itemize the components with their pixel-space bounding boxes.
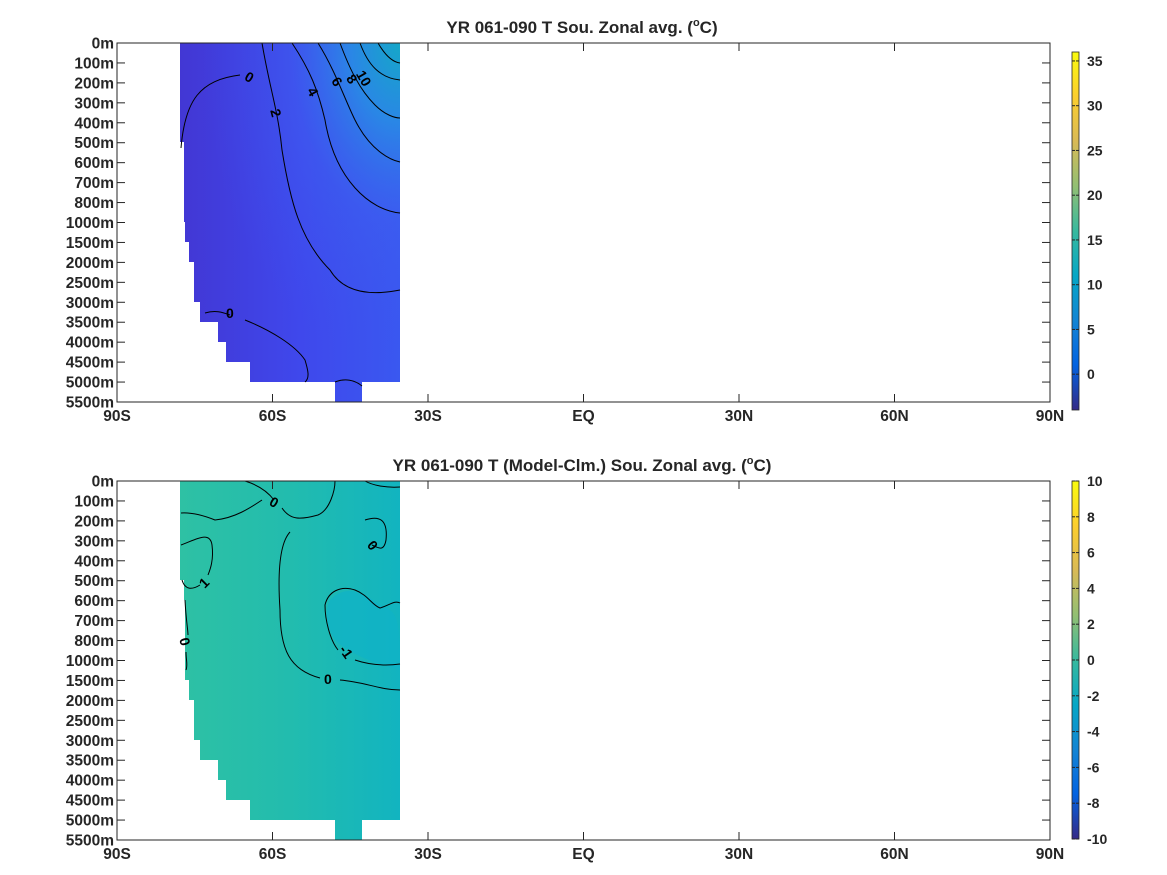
y-tick-label: 5000m xyxy=(66,375,114,392)
x-tick-label: 30S xyxy=(414,408,442,425)
contour-label: 2 xyxy=(267,107,285,119)
y-tick-label: 2500m xyxy=(66,275,114,292)
y-tick-label: 100m xyxy=(74,493,114,510)
y-tick-label: 300m xyxy=(74,95,114,112)
colorbar-tick-label: 10 xyxy=(1087,277,1103,293)
top-x-ticks: 90S 60S 30S EQ 30N 60N 90N xyxy=(103,43,1064,425)
top-colorbar-bar xyxy=(1071,51,1080,411)
colorbar-tick-label: -2 xyxy=(1087,688,1100,704)
y-tick-label: 800m xyxy=(74,633,114,650)
y-tick-label: 700m xyxy=(74,613,114,630)
top-colorbar: 35 30 25 20 15 10 5 0 xyxy=(1071,51,1103,411)
bottom-colorbar: 10 8 6 4 2 0 -2 -4 -6 -8 -10 xyxy=(1071,473,1107,847)
contour-label: 10 xyxy=(353,68,375,90)
colorbar-tick-label: -6 xyxy=(1087,759,1100,775)
y-tick-label: 4500m xyxy=(66,355,114,372)
x-tick-label: EQ xyxy=(572,846,594,863)
y-tick-label: 600m xyxy=(74,593,114,610)
colorbar-tick-label: 35 xyxy=(1087,53,1103,69)
x-tick-label: EQ xyxy=(572,408,594,425)
colorbar-tick-label: 15 xyxy=(1087,232,1103,248)
top-contours xyxy=(180,42,401,387)
x-tick-label: 90N xyxy=(1036,408,1064,425)
bottom-data-field xyxy=(180,481,400,840)
y-tick-label: 400m xyxy=(74,115,114,132)
contour-label: 0 xyxy=(226,305,234,321)
x-tick-label: 90S xyxy=(103,408,131,425)
top-title: YR 061-090 T Sou. Zonal avg. (oC) xyxy=(446,17,717,37)
y-tick-label: 700m xyxy=(74,175,114,192)
colorbar-tick-label: -4 xyxy=(1087,724,1100,740)
y-tick-label: 4500m xyxy=(66,793,114,810)
colorbar-tick-label: 4 xyxy=(1087,580,1095,596)
y-tick-label: 5500m xyxy=(66,833,114,850)
y-tick-label: 1500m xyxy=(66,235,114,252)
y-tick-label: 3500m xyxy=(66,753,114,770)
colorbar-tick-label: -10 xyxy=(1087,831,1107,847)
y-tick-label: 1500m xyxy=(66,673,114,690)
colorbar-tick-label: -8 xyxy=(1087,795,1100,811)
top-panel: YR 061-090 T Sou. Zonal avg. (oC) 0 10 8… xyxy=(66,17,1103,425)
colorbar-tick-label: 30 xyxy=(1087,98,1103,114)
colorbar-tick-label: 8 xyxy=(1087,509,1095,525)
bottom-title: YR 061-090 T (Model-Clm.) Sou. Zonal avg… xyxy=(393,455,772,475)
x-tick-label: 30S xyxy=(414,846,442,863)
y-tick-label: 2000m xyxy=(66,255,114,272)
colorbar-tick-label: 2 xyxy=(1087,616,1095,632)
y-tick-label: 100m xyxy=(74,55,114,72)
y-tick-label: 500m xyxy=(74,573,114,590)
y-tick-label: 3000m xyxy=(66,733,114,750)
y-tick-label: 1000m xyxy=(66,215,114,232)
y-tick-label: 4000m xyxy=(66,773,114,790)
x-tick-label: 60S xyxy=(259,846,287,863)
y-tick-label: 2000m xyxy=(66,693,114,710)
x-tick-label: 60N xyxy=(880,846,908,863)
y-tick-label: 4000m xyxy=(66,335,114,352)
top-colorbar-ticks: 35 30 25 20 15 10 5 0 xyxy=(1072,53,1103,382)
y-tick-label: 3000m xyxy=(66,295,114,312)
y-tick-label: 500m xyxy=(74,135,114,152)
bottom-contours xyxy=(180,480,401,691)
y-tick-label: 200m xyxy=(74,513,114,530)
y-tick-label: 0m xyxy=(92,474,114,491)
bottom-colorbar-ticks: 10 8 6 4 2 0 -2 -4 -6 -8 -10 xyxy=(1072,473,1107,847)
x-tick-label: 60N xyxy=(880,408,908,425)
y-tick-label: 0m xyxy=(92,36,114,53)
top-y-ticks: 0m 100m 200m 300m 400m 500m 600m 700m 800m 1000m 1… xyxy=(66,36,1050,412)
y-tick-label: 3500m xyxy=(66,315,114,332)
top-data-field xyxy=(180,43,400,402)
bottom-panel: YR 061-090 T (Model-Clm.) Sou. Zonal avg… xyxy=(66,455,1108,863)
colorbar-tick-label: 5 xyxy=(1087,321,1095,337)
y-tick-label: 200m xyxy=(74,75,114,92)
x-tick-label: 30N xyxy=(725,846,753,863)
y-tick-label: 5500m xyxy=(66,395,114,412)
bottom-y-ticks: 0m 100m 200m 300m 400m 500m 600m 700m 800m 1000m 1… xyxy=(66,474,1050,850)
colorbar-tick-label: 0 xyxy=(1087,366,1095,382)
y-tick-label: 5000m xyxy=(66,813,114,830)
x-tick-label: 90S xyxy=(103,846,131,863)
contour-label: 0 xyxy=(324,671,332,687)
y-tick-label: 800m xyxy=(74,195,114,212)
y-tick-label: 400m xyxy=(74,553,114,570)
x-tick-label: 90N xyxy=(1036,846,1064,863)
colorbar-tick-label: 20 xyxy=(1087,187,1103,203)
colorbar-tick-label: 10 xyxy=(1087,473,1103,489)
y-tick-label: 1000m xyxy=(66,653,114,670)
y-tick-label: 2500m xyxy=(66,713,114,730)
colorbar-tick-label: 25 xyxy=(1087,142,1103,158)
contour-label: 0 xyxy=(176,636,194,648)
colorbar-tick-label: 0 xyxy=(1087,652,1095,668)
x-tick-label: 30N xyxy=(725,408,753,425)
bottom-x-ticks: 90S 60S 30S EQ 30N 60N 90N xyxy=(103,481,1064,863)
x-tick-label: 60S xyxy=(259,408,287,425)
colorbar-tick-label: 6 xyxy=(1087,545,1095,561)
y-tick-label: 600m xyxy=(74,155,114,172)
y-tick-label: 300m xyxy=(74,533,114,550)
